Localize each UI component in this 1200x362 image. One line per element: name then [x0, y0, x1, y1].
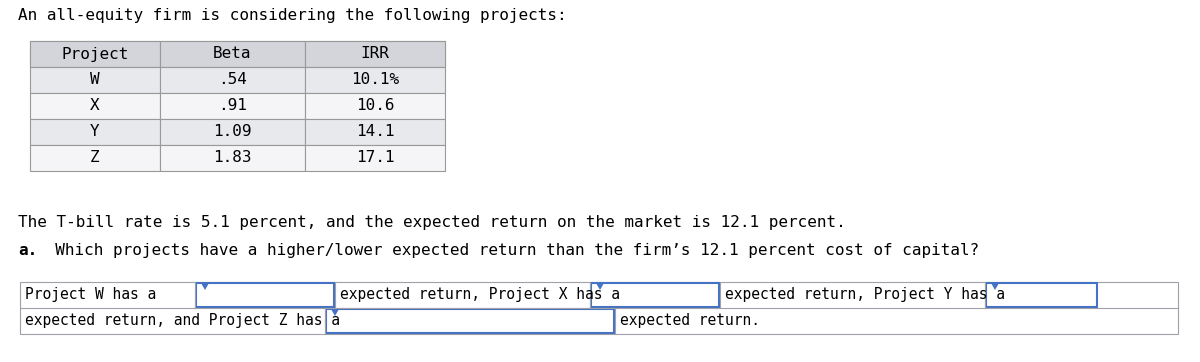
Text: 14.1: 14.1 — [355, 125, 395, 139]
Bar — [326, 309, 614, 333]
Bar — [160, 67, 305, 93]
Text: X: X — [90, 98, 100, 114]
Text: 1.83: 1.83 — [214, 151, 252, 165]
Text: An all-equity firm is considering the following projects:: An all-equity firm is considering the fo… — [18, 8, 566, 23]
Polygon shape — [991, 283, 998, 290]
Text: a.: a. — [18, 243, 37, 258]
Bar — [196, 283, 334, 307]
Bar — [305, 119, 445, 145]
Bar — [160, 93, 305, 119]
Bar — [305, 41, 445, 67]
Bar — [305, 145, 445, 171]
Text: .91: .91 — [218, 98, 247, 114]
Text: Z: Z — [90, 151, 100, 165]
Text: 17.1: 17.1 — [355, 151, 395, 165]
Bar — [592, 283, 719, 307]
Text: Project W has a: Project W has a — [25, 287, 156, 303]
Text: 10.1%: 10.1% — [350, 72, 400, 88]
Bar — [30, 67, 160, 93]
Bar — [160, 41, 305, 67]
Bar — [305, 93, 445, 119]
Text: .54: .54 — [218, 72, 247, 88]
Bar — [20, 282, 1178, 334]
Polygon shape — [202, 283, 209, 290]
Bar — [160, 119, 305, 145]
Text: IRR: IRR — [360, 46, 390, 62]
Text: expected return, Project X has a: expected return, Project X has a — [340, 287, 620, 303]
Text: W: W — [90, 72, 100, 88]
Bar — [160, 145, 305, 171]
Text: 10.6: 10.6 — [355, 98, 395, 114]
Polygon shape — [331, 309, 340, 316]
Text: Y: Y — [90, 125, 100, 139]
Bar — [30, 41, 445, 67]
Text: Project: Project — [61, 46, 128, 62]
Bar — [30, 145, 160, 171]
Bar — [986, 283, 1097, 307]
Text: Which projects have a higher/lower expected return than the firm’s 12.1 percent : Which projects have a higher/lower expec… — [36, 243, 979, 258]
Bar — [30, 119, 160, 145]
Bar — [30, 93, 160, 119]
Text: expected return.: expected return. — [620, 313, 760, 328]
Text: 1.09: 1.09 — [214, 125, 252, 139]
Text: The T-bill rate is 5.1 percent, and the expected return on the market is 12.1 pe: The T-bill rate is 5.1 percent, and the … — [18, 215, 846, 230]
Bar — [30, 41, 160, 67]
Text: expected return, and Project Z has a: expected return, and Project Z has a — [25, 313, 340, 328]
Polygon shape — [596, 283, 604, 290]
Bar — [305, 67, 445, 93]
Text: Beta: Beta — [214, 46, 252, 62]
Text: expected return, Project Y has a: expected return, Project Y has a — [725, 287, 1006, 303]
